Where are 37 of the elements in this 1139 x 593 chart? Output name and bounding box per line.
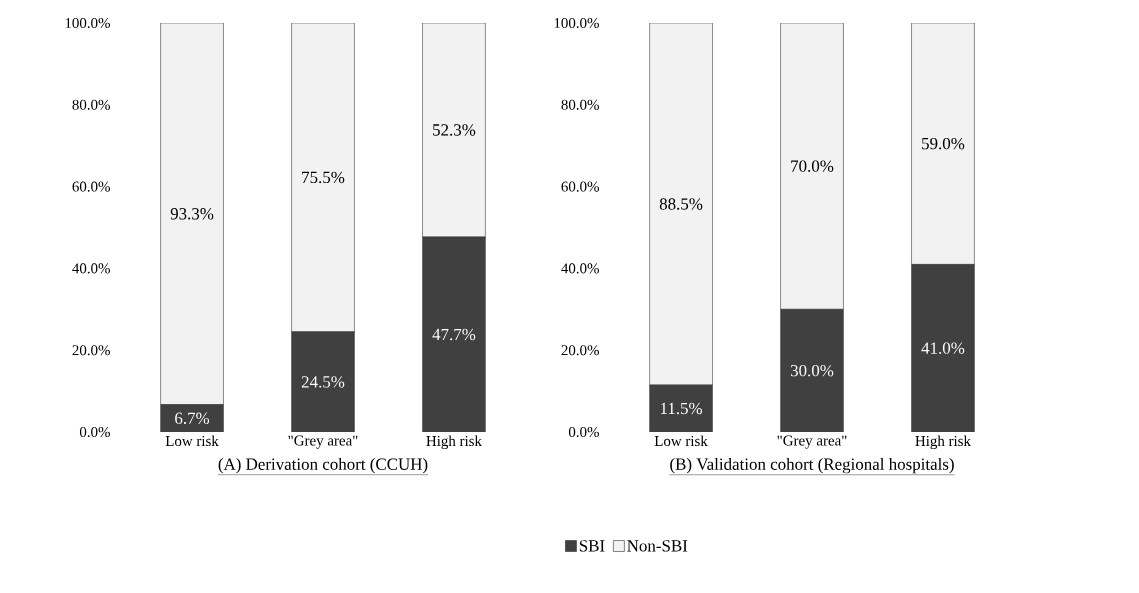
data-label: 93.3% — [170, 208, 214, 220]
data-label: 41.0% — [921, 342, 965, 354]
x-tick-label: High risk — [915, 435, 971, 450]
data-label: 52.3% — [433, 124, 476, 136]
y-tick-label: 40.0% — [561, 263, 599, 274]
y-tick-label: 0.0% — [79, 426, 110, 438]
data-label: 88.5% — [659, 198, 703, 210]
data-label: 6.7% — [175, 412, 210, 425]
x-axis-title: (B) Validation cohort (Regional hospitals) — [670, 457, 954, 474]
legend-label: SBI — [579, 540, 605, 552]
y-tick-label: 60.0% — [561, 181, 599, 192]
x-tick-label: High risk — [426, 435, 482, 450]
legend-label: Non-SBI — [627, 540, 688, 552]
data-label: 70.0% — [791, 160, 834, 172]
y-tick-label: 20.0% — [561, 345, 599, 356]
y-tick-label: 100.0% — [554, 17, 599, 29]
y-tick-label: 100.0% — [65, 17, 110, 29]
y-tick-label: 60.0% — [72, 181, 110, 192]
bar — [911, 23, 975, 265]
x-axis-title: (A) Derivation cohort (CCUH) — [218, 457, 428, 474]
data-label: 24.5% — [301, 376, 345, 388]
x-tick-label: Low risk — [654, 435, 708, 447]
data-label: 59.0% — [922, 137, 965, 150]
data-label: 11.5% — [660, 402, 703, 415]
y-tick-label: 80.0% — [561, 99, 599, 110]
data-label: 75.5% — [302, 171, 345, 184]
y-tick-label: 0.0% — [568, 426, 599, 438]
data-label: 30.0% — [790, 364, 834, 377]
data-label: 47.7% — [432, 328, 476, 341]
x-tick-label: Low risk — [165, 435, 219, 447]
y-tick-label: 20.0% — [72, 345, 110, 356]
x-tick-label: "Grey area" — [288, 435, 358, 449]
y-tick-label: 80.0% — [72, 99, 110, 110]
x-tick-label: "Grey area" — [777, 435, 847, 449]
bar — [780, 23, 844, 310]
y-tick-label: 40.0% — [72, 263, 110, 274]
bar — [649, 23, 713, 386]
